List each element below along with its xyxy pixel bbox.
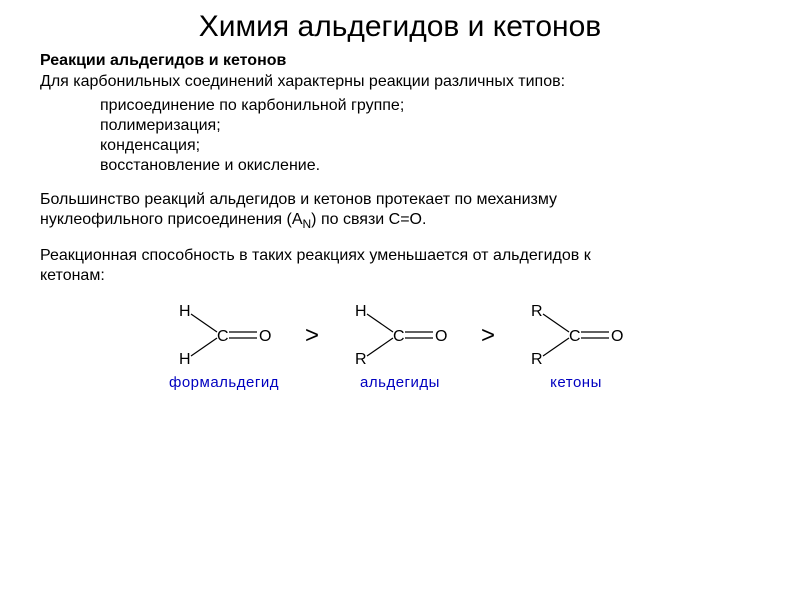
- atom-r2: R: [531, 351, 543, 368]
- reaction-type-list: присоединение по карбонильной группе; по…: [100, 96, 760, 176]
- atom-o: O: [611, 328, 623, 345]
- mechanism-para: Большинство реакций альдегидов и кетонов…: [40, 190, 760, 210]
- molecule-aldehyde: H R C O альдегиды: [345, 300, 455, 391]
- atom-r1: H: [355, 303, 367, 320]
- atom-c: C: [217, 328, 229, 345]
- reactivity-para-2: кетонам:: [40, 266, 760, 286]
- atom-c: C: [569, 328, 581, 345]
- greater-than: >: [305, 322, 319, 370]
- list-item: конденсация;: [100, 136, 760, 156]
- atom-o: O: [259, 328, 271, 345]
- mechanism-para-2: нуклеофильного присоединения (AN) по свя…: [40, 210, 760, 232]
- list-item: присоединение по карбонильной группе;: [100, 96, 760, 116]
- atom-o: O: [435, 328, 447, 345]
- atom-r2: H: [179, 351, 191, 368]
- aldehyde-svg: H R C O: [345, 300, 455, 370]
- formaldehyde-svg: H H C O: [169, 300, 279, 370]
- ketone-label: кетоны: [550, 374, 602, 391]
- greater-than: >: [481, 322, 495, 370]
- mechanism-text-a: нуклеофильного присоединения (A: [40, 211, 303, 228]
- slide-title: Химия альдегидов и кетонов: [40, 10, 760, 44]
- subtitle: Реакции альдегидов и кетонов: [40, 52, 760, 70]
- reactivity-para-1: Реакционная способность в таких реакциях…: [40, 246, 760, 266]
- formaldehyde-label: формальдегид: [169, 374, 279, 391]
- atom-r1: R: [531, 303, 543, 320]
- molecule-formaldehyde: H H C O формальдегид: [169, 300, 279, 391]
- mechanism-line-1: Большинство реакций альдегидов и кетонов…: [40, 191, 557, 208]
- molecule-ketone: R R C O кетоны: [521, 300, 631, 391]
- list-item: восстановление и окисление.: [100, 156, 760, 176]
- structure-row: H H C O формальдегид > H R: [40, 300, 760, 391]
- ketone-svg: R R C O: [521, 300, 631, 370]
- list-item: полимеризация;: [100, 116, 760, 136]
- aldehyde-label: альдегиды: [360, 374, 440, 391]
- atom-r2: R: [355, 351, 367, 368]
- slide-content: Химия альдегидов и кетонов Реакции альде…: [0, 0, 800, 411]
- mechanism-text-c: ) по связи C=O.: [311, 211, 426, 228]
- intro-line: Для карбонильных соединений характерны р…: [40, 72, 760, 92]
- atom-r1: H: [179, 303, 191, 320]
- subscript-n: N: [303, 217, 312, 231]
- atom-c: C: [393, 328, 405, 345]
